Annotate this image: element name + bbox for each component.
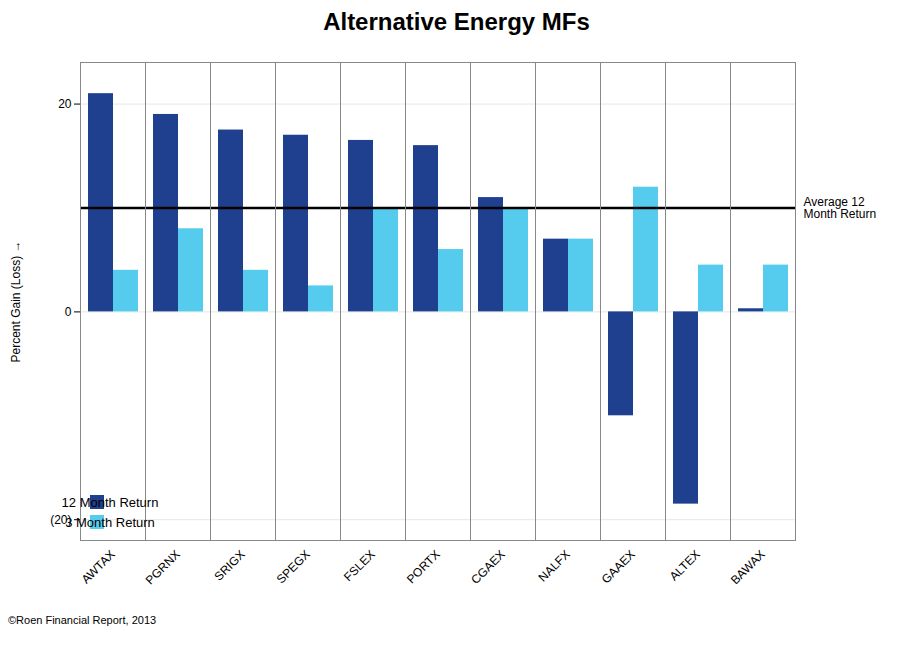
svg-text:3 Month Return: 3 Month Return (65, 515, 155, 530)
svg-text:12 Month Return: 12 Month Return (62, 495, 159, 510)
svg-text:SRIGX: SRIGX (212, 547, 248, 583)
svg-text:0: 0 (65, 305, 72, 319)
svg-text:Average 12Month Return: Average 12Month Return (804, 195, 877, 221)
svg-text:FSLEX: FSLEX (341, 547, 378, 584)
svg-text:PGRNX: PGRNX (143, 547, 183, 587)
svg-text:Percent Gain (Loss) →: Percent Gain (Loss) → (9, 240, 23, 362)
svg-text:BAWAX: BAWAX (728, 547, 768, 587)
html-text:©Roen Financial Report, 2013: ©Roen Financial Report, 2013 (8, 614, 157, 626)
svg-text:NALFX: NALFX (536, 547, 573, 584)
svg-text:GAAEX: GAAEX (599, 547, 638, 586)
svg-text:(20): (20) (50, 512, 72, 527)
svg-text:SPEGX: SPEGX (274, 547, 313, 586)
svg-text:AWTAX: AWTAX (79, 547, 118, 586)
svg-text:CGAEX: CGAEX (468, 547, 508, 587)
svg-text:20: 20 (58, 97, 72, 111)
svg-text:PORTX: PORTX (404, 547, 443, 586)
svg-text:ALTEX: ALTEX (667, 547, 703, 583)
html-text:Alternative Energy MFs: Alternative Energy MFs (323, 8, 590, 35)
